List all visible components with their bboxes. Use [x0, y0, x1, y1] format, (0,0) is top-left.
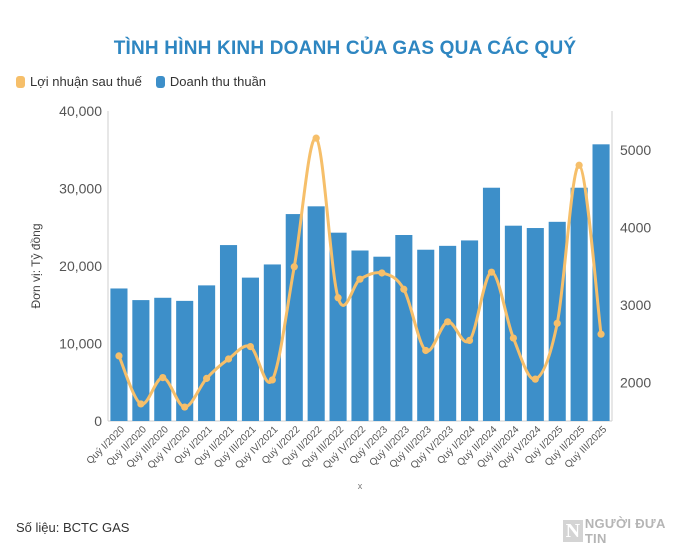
- point-profit: [597, 330, 605, 338]
- point-profit: [312, 134, 320, 142]
- bar-revenue: [482, 187, 501, 421]
- legend-swatch-revenue: [155, 75, 165, 88]
- bar-revenue: [198, 285, 216, 421]
- chart-title: TÌNH HÌNH KINH DOANH CỦA GAS QUA CÁC QUÝ: [113, 38, 577, 59]
- bar-revenue: [285, 214, 303, 421]
- point-profit: [203, 374, 211, 382]
- bar-revenue: [154, 297, 172, 421]
- legend-item-profit[interactable]: Lợi nhuận sau thuế: [16, 74, 142, 89]
- source-note: Số liệu: BCTC GAS: [16, 520, 130, 535]
- y-tick-label: 30,000: [59, 181, 102, 197]
- bar-revenue: [461, 240, 479, 421]
- point-profit: [553, 319, 561, 327]
- bar-revenue: [592, 144, 610, 421]
- y-axis-label: Đơn vị: Tỷ đồng: [29, 223, 43, 308]
- point-profit: [531, 375, 539, 383]
- bar-revenue: [439, 245, 457, 421]
- point-profit: [465, 336, 474, 344]
- bar-revenue: [219, 245, 238, 421]
- y-tick-label: 10,000: [59, 336, 102, 352]
- point-profit: [378, 269, 386, 277]
- bar-revenue: [176, 300, 194, 421]
- chart-legend: Lợi nhuận sau thuế Doanh thu thuần: [16, 74, 266, 89]
- point-profit: [575, 161, 583, 169]
- point-profit: [290, 263, 298, 271]
- legend-label-revenue: Doanh thu thuần: [169, 74, 267, 89]
- bar-revenue: [351, 250, 369, 421]
- y2-tick-label: 2000: [620, 374, 651, 390]
- y2-tick-label: 5000: [620, 142, 651, 158]
- y-tick-label: 20,000: [59, 258, 102, 274]
- logo-text: NGƯỜI ĐƯA TIN: [584, 516, 666, 546]
- point-profit: [181, 403, 189, 411]
- bar-revenue: [526, 228, 544, 421]
- point-profit: [422, 346, 430, 355]
- y2-tick-label: 4000: [620, 219, 651, 235]
- logo-mark: N: [563, 520, 583, 542]
- publisher-logo: N NGƯỜI ĐƯA TIN: [563, 516, 690, 546]
- bar-revenue: [263, 264, 281, 421]
- point-profit: [487, 268, 496, 276]
- bar-revenue: [504, 225, 522, 421]
- point-profit: [137, 400, 145, 408]
- bar-revenue: [570, 187, 588, 421]
- point-profit: [356, 275, 364, 283]
- x-axis-label: x: [358, 481, 363, 491]
- y2-tick-label: 3000: [620, 297, 651, 313]
- point-profit: [334, 294, 342, 302]
- bar-revenue: [417, 249, 435, 421]
- bar-revenue: [395, 235, 413, 421]
- y-tick-label: 0: [94, 413, 102, 429]
- bar-revenue: [307, 206, 325, 421]
- bar-revenue: [132, 300, 150, 421]
- point-profit: [444, 318, 452, 326]
- point-profit: [159, 374, 167, 382]
- point-profit: [115, 352, 123, 360]
- point-profit: [224, 355, 233, 363]
- bar-revenue: [373, 256, 391, 421]
- legend-swatch-profit: [16, 75, 25, 88]
- y-tick-label: 40,000: [59, 103, 102, 119]
- point-profit: [400, 285, 408, 293]
- legend-item-revenue[interactable]: Doanh thu thuần: [155, 74, 267, 89]
- point-profit: [509, 334, 517, 342]
- point-profit: [268, 376, 276, 384]
- point-profit: [246, 343, 255, 351]
- legend-label-profit: Lợi nhuận sau thuế: [30, 74, 142, 89]
